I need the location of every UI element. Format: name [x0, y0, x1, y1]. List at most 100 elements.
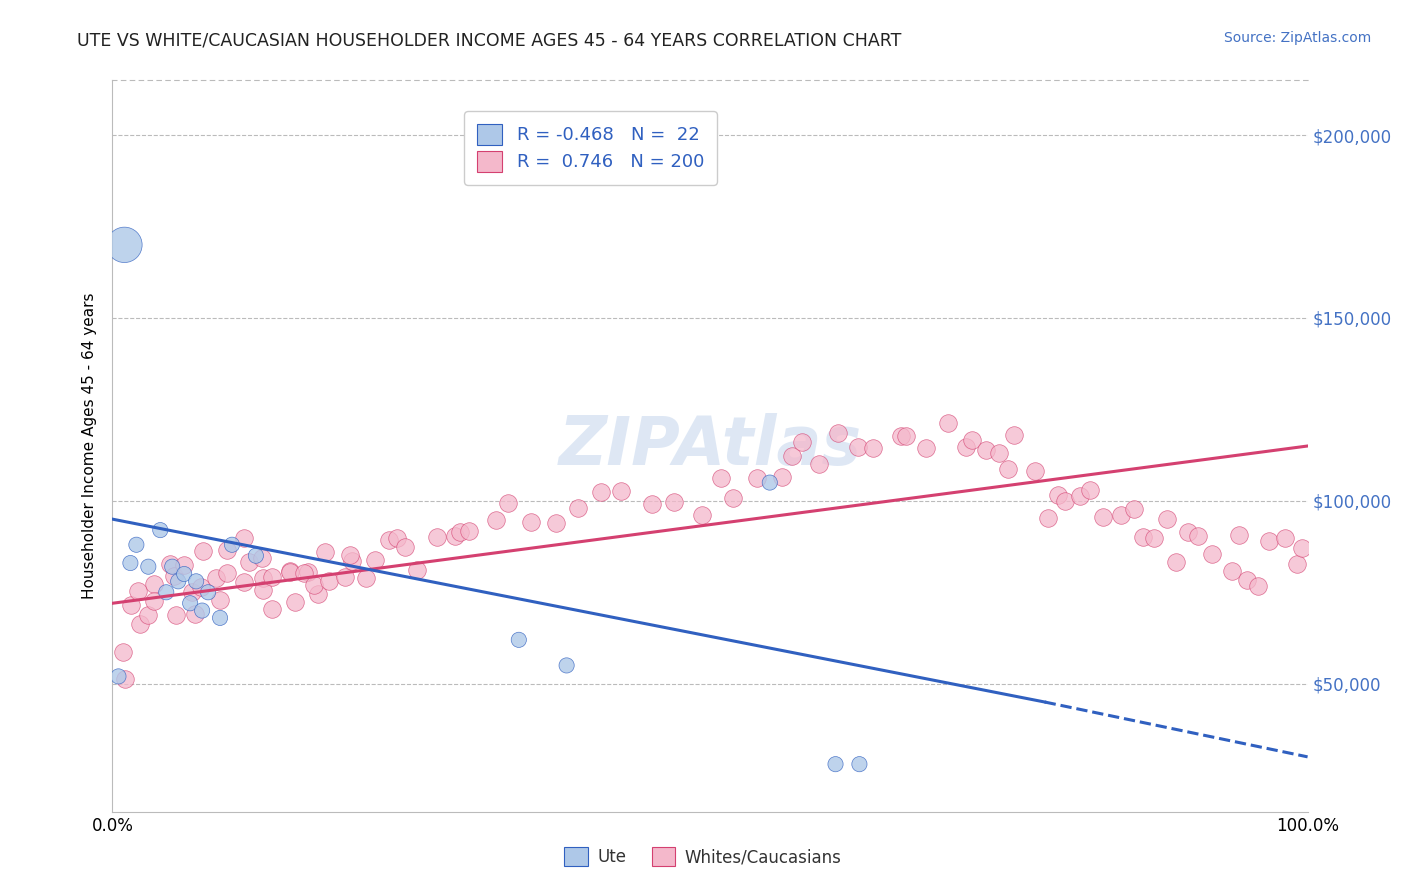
Point: [1227, 528, 1250, 542]
Point: [610, 484, 633, 499]
Point: [721, 491, 744, 505]
Point: [827, 426, 849, 441]
Point: [143, 593, 166, 607]
Point: [662, 495, 685, 509]
Point: [1069, 489, 1091, 503]
Point: [1109, 508, 1132, 522]
Point: [997, 462, 1019, 476]
Point: [936, 416, 959, 430]
Text: Source: ZipAtlas.com: Source: ZipAtlas.com: [1223, 31, 1371, 45]
Point: [1247, 579, 1270, 593]
Point: [1156, 511, 1178, 525]
Point: [405, 563, 427, 577]
Point: [163, 569, 186, 583]
Point: [292, 566, 315, 581]
Point: [209, 611, 232, 625]
Point: [179, 596, 201, 610]
Point: [1024, 464, 1046, 478]
Point: [770, 470, 793, 484]
Point: [1257, 533, 1279, 548]
Point: [238, 555, 260, 569]
Point: [591, 484, 613, 499]
Point: [1201, 547, 1223, 561]
Point: [710, 471, 733, 485]
Point: [125, 538, 148, 552]
Point: [567, 501, 589, 516]
Point: [848, 757, 870, 772]
Point: [747, 471, 769, 485]
Point: [862, 442, 884, 456]
Point: [339, 548, 361, 562]
Point: [190, 580, 212, 594]
Point: [340, 553, 363, 567]
Point: [215, 542, 238, 557]
Point: [165, 607, 187, 622]
Point: [318, 574, 340, 588]
Point: [162, 559, 183, 574]
Point: [128, 617, 150, 632]
Point: [792, 435, 814, 450]
Point: [120, 598, 142, 612]
Point: [215, 566, 238, 580]
Point: [808, 458, 831, 472]
Point: [205, 571, 228, 585]
Point: [1036, 511, 1059, 525]
Point: [184, 607, 207, 622]
Point: [378, 533, 401, 547]
Point: [759, 475, 782, 490]
Point: [173, 567, 195, 582]
Point: [955, 440, 977, 454]
Point: [107, 669, 129, 683]
Point: [1291, 541, 1313, 556]
Point: [1122, 502, 1144, 516]
Point: [314, 545, 336, 559]
Point: [167, 574, 190, 589]
Point: [1220, 564, 1243, 578]
Point: [1092, 509, 1115, 524]
Point: [191, 603, 214, 617]
Point: [159, 558, 181, 572]
Y-axis label: Householder Income Ages 45 - 64 years: Householder Income Ages 45 - 64 years: [82, 293, 97, 599]
Point: [449, 524, 471, 539]
Legend: Ute, Whites/Caucasians: Ute, Whites/Caucasians: [555, 838, 851, 875]
Point: [782, 449, 804, 463]
Point: [233, 531, 256, 545]
Point: [221, 538, 243, 552]
Point: [988, 446, 1011, 460]
Point: [1177, 524, 1199, 539]
Point: [284, 595, 307, 609]
Point: [1285, 557, 1308, 571]
Point: [485, 513, 508, 527]
Point: [138, 559, 160, 574]
Point: [302, 577, 325, 591]
Point: [385, 531, 408, 545]
Point: [364, 553, 387, 567]
Point: [1143, 531, 1166, 545]
Point: [458, 524, 481, 538]
Text: UTE VS WHITE/CAUCASIAN HOUSEHOLDER INCOME AGES 45 - 64 YEARS CORRELATION CHART: UTE VS WHITE/CAUCASIAN HOUSEHOLDER INCOM…: [77, 31, 901, 49]
Point: [1164, 555, 1187, 569]
Point: [960, 433, 983, 447]
Point: [127, 583, 149, 598]
Point: [824, 757, 846, 772]
Point: [496, 496, 519, 510]
Point: [191, 543, 214, 558]
Point: [520, 516, 543, 530]
Point: [278, 565, 301, 579]
Point: [394, 541, 416, 555]
Point: [544, 516, 567, 531]
Point: [1236, 573, 1258, 587]
Point: [555, 658, 578, 673]
Point: [197, 585, 219, 599]
Point: [209, 593, 232, 607]
Point: [250, 550, 273, 565]
Point: [333, 570, 356, 584]
Point: [260, 570, 283, 584]
Point: [245, 549, 267, 563]
Point: [173, 558, 195, 572]
Point: [297, 566, 319, 580]
Point: [1078, 483, 1101, 498]
Point: [181, 585, 204, 599]
Text: ZIPAtlas: ZIPAtlas: [558, 413, 862, 479]
Point: [232, 574, 254, 589]
